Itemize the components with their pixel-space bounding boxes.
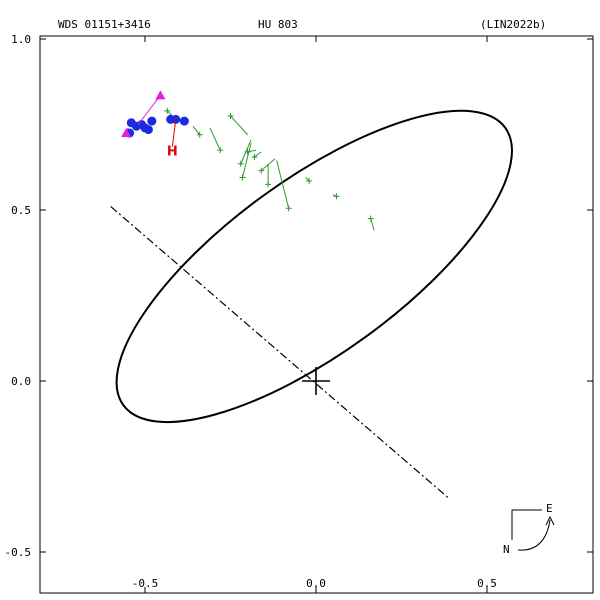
blue-measurement-point bbox=[143, 125, 153, 135]
x-tick-label: 0.5 bbox=[477, 577, 497, 590]
orbit-layer bbox=[110, 109, 513, 498]
green-residual-line bbox=[192, 125, 201, 136]
y-tick-label: -0.5 bbox=[5, 546, 32, 559]
blue-measurement-point bbox=[179, 116, 189, 126]
compass-frame bbox=[511, 509, 542, 540]
green-residual-line bbox=[305, 177, 310, 182]
hipparcos-point: H bbox=[167, 145, 178, 160]
y-tick-label: 0.5 bbox=[11, 204, 31, 217]
orbit-ellipse bbox=[115, 109, 513, 424]
magenta-triangle-point bbox=[155, 90, 166, 100]
measurement-layer: H bbox=[121, 90, 375, 231]
header-discoverer: HU 803 bbox=[258, 18, 298, 31]
plot-frame bbox=[39, 35, 594, 594]
header-reference: (LIN2022b) bbox=[480, 18, 546, 31]
green-residual-line bbox=[254, 151, 262, 158]
green-residual-line bbox=[209, 127, 221, 151]
green-residual-line bbox=[276, 160, 290, 209]
y-tick-label: 0.0 bbox=[11, 375, 31, 388]
compass: E N bbox=[503, 502, 555, 556]
compass-rotation-arrow-icon bbox=[517, 519, 551, 551]
green-residual-line bbox=[241, 143, 252, 178]
compass-arrowhead-icon bbox=[545, 515, 555, 526]
green-residual-line bbox=[230, 115, 248, 136]
x-tick-label: 0.0 bbox=[306, 577, 326, 590]
y-tick-label: 1.0 bbox=[11, 33, 31, 46]
magenta-residual-line bbox=[137, 95, 161, 125]
axis-ticks: -0.5 0.0 0.5 1.0 0.5 0.0 -0.5 bbox=[5, 33, 593, 593]
green-residual-line bbox=[370, 218, 375, 231]
line-of-nodes bbox=[110, 206, 449, 498]
magenta-triangle-point bbox=[121, 128, 132, 138]
compass-north-label: N bbox=[503, 543, 510, 556]
blue-measurement-point bbox=[147, 116, 157, 126]
compass-east-label: E bbox=[546, 502, 553, 515]
x-tick-label: -0.5 bbox=[132, 577, 159, 590]
hipparcos-residual-line bbox=[171, 119, 177, 147]
header-wds-id: WDS 01151+3416 bbox=[58, 18, 151, 31]
